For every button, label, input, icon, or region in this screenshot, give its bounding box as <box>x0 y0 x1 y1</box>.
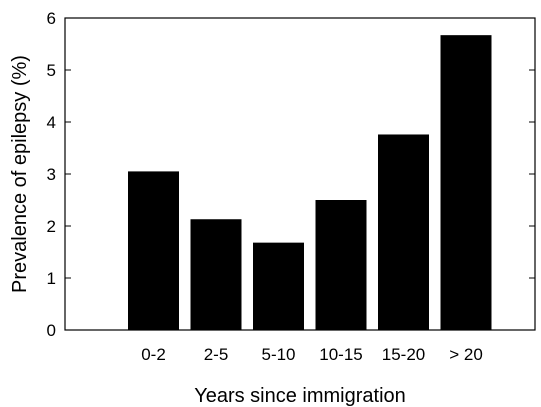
y-axis-title: Prevalence of epilepsy (%) <box>9 55 31 293</box>
x-tick-label: 2-5 <box>204 345 229 364</box>
y-tick-label: 3 <box>47 165 56 184</box>
x-tick-label: 0-2 <box>141 345 166 364</box>
x-tick-label: 5-10 <box>261 345 295 364</box>
bar-10-15 <box>315 200 367 330</box>
y-tick-label: 5 <box>47 61 56 80</box>
y-tick-label: 4 <box>47 113 56 132</box>
y-tick-label: 1 <box>47 269 56 288</box>
x-tick-label: > 20 <box>449 345 483 364</box>
y-axis: 0 1 2 3 4 5 6 <box>47 9 535 340</box>
x-tick-label: 15-20 <box>382 345 425 364</box>
y-tick-label: 0 <box>47 321 56 340</box>
bar-2-5 <box>190 219 242 330</box>
y-tick-label: 6 <box>47 9 56 28</box>
y-tick-label: 2 <box>47 217 56 236</box>
x-axis: 0-2 2-5 5-10 10-15 15-20 > 20 <box>141 345 483 364</box>
bar-0-2 <box>128 171 179 330</box>
x-axis-title: Years since immigration <box>194 385 406 407</box>
bar-15-20 <box>378 134 429 330</box>
bars-group <box>128 35 492 330</box>
bar-5-10 <box>253 242 304 330</box>
x-tick-label: 10-15 <box>319 345 362 364</box>
bar-20 <box>440 35 492 330</box>
